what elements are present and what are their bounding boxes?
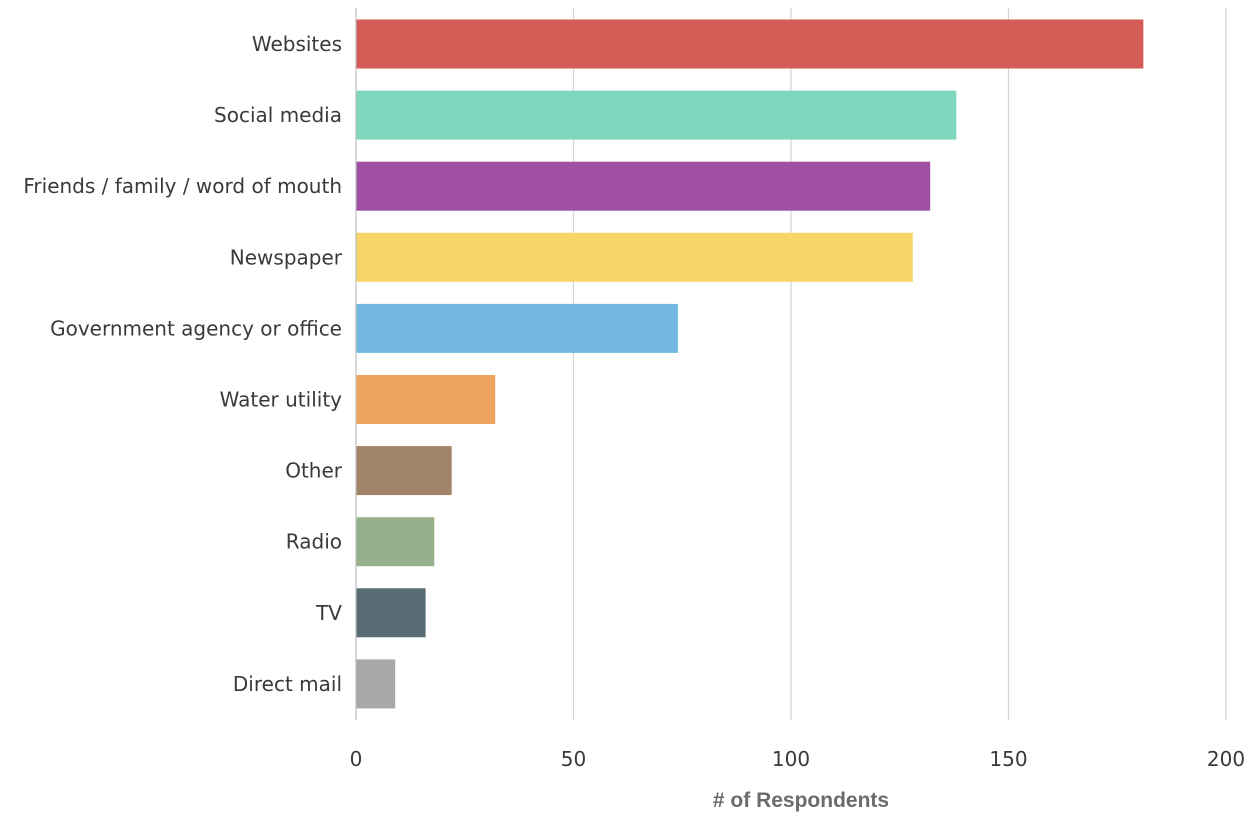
category-labels: Websites Social media Friends / family / w… bbox=[23, 32, 342, 696]
x-tick-label: 50 bbox=[561, 747, 586, 771]
x-tick-label: 100 bbox=[772, 747, 810, 771]
x-tick-label: 200 bbox=[1207, 747, 1245, 771]
category-label: Friends / family / word of mouth bbox=[23, 174, 342, 198]
category-label: Government agency or office bbox=[50, 316, 342, 340]
bar bbox=[356, 659, 396, 709]
x-tick-label: 150 bbox=[989, 747, 1027, 771]
bar bbox=[356, 303, 678, 353]
category-label: Websites bbox=[252, 32, 342, 56]
category-label: Newspaper bbox=[230, 245, 343, 269]
category-label: Water utility bbox=[220, 388, 343, 412]
category-label: Direct mail bbox=[233, 672, 342, 696]
bar bbox=[356, 375, 496, 424]
bar bbox=[356, 90, 957, 140]
bars bbox=[356, 19, 1144, 709]
bar bbox=[356, 161, 931, 211]
bar bbox=[356, 446, 452, 496]
x-axis-title: # of Respondents bbox=[713, 789, 889, 812]
category-label: Other bbox=[285, 459, 343, 483]
bar bbox=[356, 232, 913, 282]
category-label: Social media bbox=[214, 103, 342, 127]
bar bbox=[356, 19, 1144, 69]
bar bbox=[356, 588, 426, 638]
bar bbox=[356, 517, 435, 567]
category-label: Radio bbox=[286, 530, 342, 554]
x-tick-labels: 0 50 100 150 200 bbox=[350, 747, 1245, 771]
category-label: TV bbox=[315, 601, 342, 625]
x-tick-label: 0 bbox=[350, 747, 363, 771]
